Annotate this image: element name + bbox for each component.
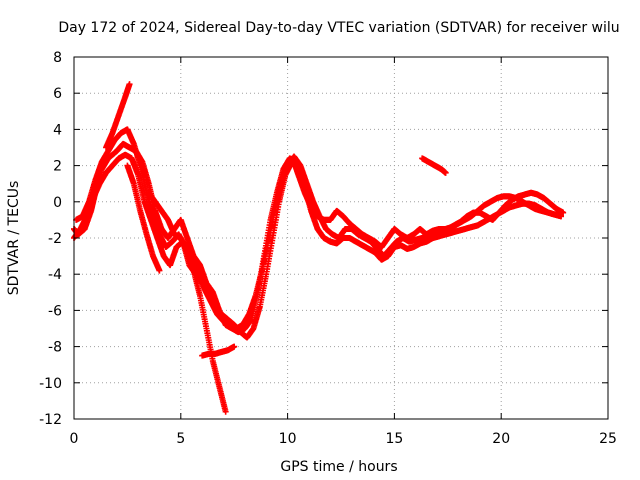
series-track-8 <box>124 162 163 274</box>
y-axis-label: SDTVAR / TECUs <box>6 181 22 296</box>
x-tick-label: 0 <box>70 431 79 447</box>
data-point <box>126 81 133 88</box>
data-markers <box>71 81 567 415</box>
x-tick-label: 25 <box>599 431 617 447</box>
y-tick-label: 0 <box>53 195 62 211</box>
series-track-6 <box>199 343 238 359</box>
data-point <box>156 267 163 274</box>
data-point <box>558 213 565 220</box>
y-tick-label: 4 <box>53 122 62 138</box>
y-tick-label: -6 <box>48 303 62 319</box>
y-tick-label: 8 <box>53 50 62 66</box>
data-point <box>222 408 229 415</box>
y-tick-label: -2 <box>48 231 62 247</box>
y-tick-label: -10 <box>39 376 62 392</box>
y-tick-label: -8 <box>48 340 62 356</box>
y-tick-label: -4 <box>48 267 62 283</box>
y-tick-label: -12 <box>39 412 62 428</box>
x-axis-label: GPS time / hours <box>280 459 397 475</box>
axis-ticks: 0 5 10 15 20 25 -12 -10 -8 -6 -4 -2 0 2 4 6 8 <box>39 50 617 447</box>
y-tick-label: 2 <box>53 159 62 175</box>
series-track-5 <box>103 81 133 151</box>
data-point <box>442 169 449 176</box>
series-track-7 <box>419 155 449 176</box>
x-tick-label: 15 <box>385 431 403 447</box>
x-tick-label: 5 <box>176 431 185 447</box>
chart-title: Day 172 of 2024, Sidereal Day-to-day VTE… <box>58 20 619 36</box>
y-tick-label: 6 <box>53 86 62 102</box>
data-point <box>560 209 567 216</box>
x-tick-label: 10 <box>279 431 297 447</box>
x-tick-label: 20 <box>492 431 510 447</box>
series-track-4 <box>145 189 229 415</box>
data-point <box>231 343 238 350</box>
